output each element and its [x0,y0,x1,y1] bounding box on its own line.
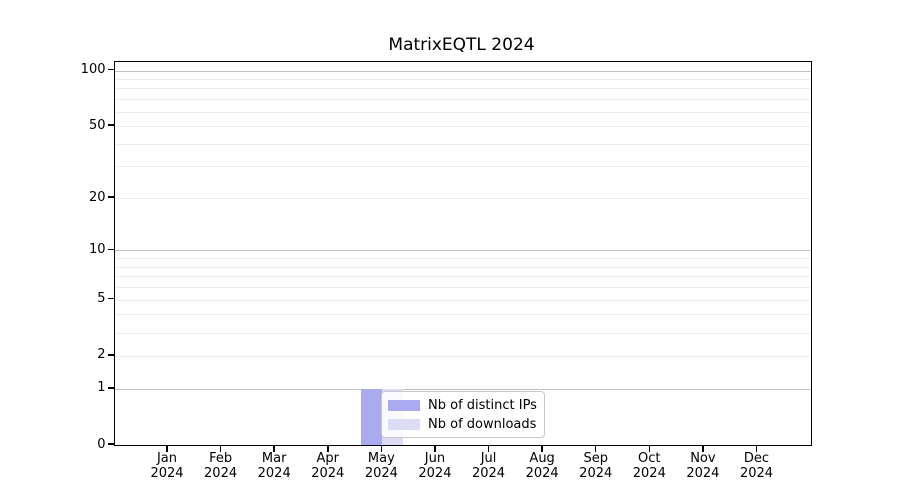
x-tick-label: Apr 2024 [311,451,345,481]
x-tick-label: Sep 2024 [579,451,613,481]
y-tick-label: 1 [97,380,106,396]
y-tick-label: 2 [97,347,106,363]
gridline-minor [114,276,811,278]
gridline-minor [114,79,811,81]
x-tick-label: Aug 2024 [525,451,559,481]
gridline-minor [114,258,811,260]
x-tick-mark [487,445,490,452]
gridline-major [114,388,811,390]
x-tick-mark [702,445,704,452]
x-tick-mark [327,445,329,452]
x-tick-mark [380,445,383,452]
x-tick-mark [541,445,543,452]
y-tick-mark [107,354,114,356]
gridline-minor [114,166,811,168]
x-tick-mark [434,445,436,452]
plot-area [113,61,812,446]
chart-title: MatrixEQTL 2024 [388,35,535,55]
x-tick-mark [755,445,758,452]
x-tick-label: Oct 2024 [632,451,666,481]
gridline-minor [114,111,811,113]
x-tick-label: Jun 2024 [418,451,452,481]
legend-swatch-downloads [388,418,420,430]
y-tick-label: 100 [80,62,106,78]
gridline-minor [114,99,811,101]
y-tick-label: 0 [97,436,106,452]
legend-item-distinct-ips: Nb of distinct IPs [388,398,538,413]
y-tick-label: 10 [88,241,106,257]
gridline-minor [114,314,811,316]
x-tick-label: Dec 2024 [739,451,774,481]
y-tick-label: 50 [88,117,106,133]
bar-nb-of-distinct-ips-may-2024 [361,388,383,445]
y-tick-mark [107,196,114,198]
y-tick-label: 5 [97,291,106,307]
y-tick-mark [107,68,114,71]
x-tick-label: Mar 2024 [257,451,291,481]
x-tick-label: Nov 2024 [686,451,720,481]
gridline-minor [114,287,811,289]
gridline-minor [114,126,811,128]
x-tick-mark [166,445,168,452]
legend-label-distinct-ips: Nb of distinct IPs [428,397,537,413]
legend-label-downloads: Nb of downloads [428,416,537,432]
gridline-minor [114,143,811,145]
y-tick-mark [107,387,114,389]
legend-item-downloads: Nb of downloads [388,417,538,432]
gridline-major [114,70,811,72]
legend: Nb of distinct IPs Nb of downloads [381,391,545,438]
gridline-minor [114,198,811,199]
y-tick-label: 20 [88,189,106,205]
y-tick-mark [107,248,114,251]
gridline-minor [114,355,811,357]
x-tick-label: Feb 2024 [204,451,238,481]
x-tick-label: Jan 2024 [150,451,184,481]
gridline-minor [114,88,811,90]
x-tick-label: Jul 2024 [471,451,506,481]
legend-swatch-distinct-ips [388,399,420,411]
y-tick-mark [107,443,114,445]
x-tick-label: May 2024 [364,451,398,481]
gridline-minor [114,332,811,334]
x-tick-mark [273,445,275,452]
y-tick-mark [107,124,114,126]
x-tick-mark [219,445,222,452]
y-tick-mark [107,297,114,300]
gridline-minor [114,266,811,268]
gridline-major [114,250,811,252]
gridline-minor [114,299,811,301]
x-tick-mark [594,445,597,452]
x-tick-mark [648,445,651,452]
